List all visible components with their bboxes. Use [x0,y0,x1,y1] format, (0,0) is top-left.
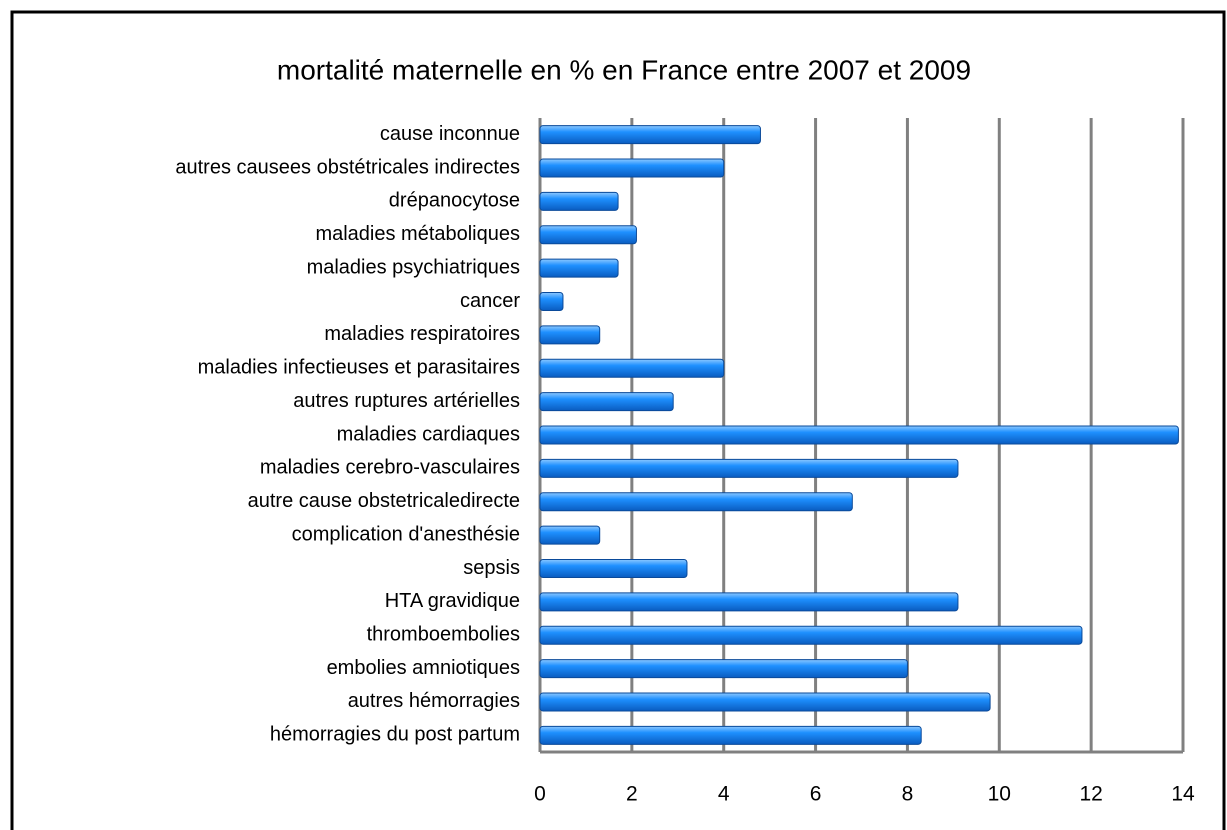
bar [539,225,637,245]
bar [539,325,601,345]
bar [539,525,601,545]
y-tick-label: embolies amniotiques [327,657,520,679]
y-tick-label: maladies cardiaques [337,423,520,445]
bar [539,659,908,679]
y-tick-label: autres causees obstétricales indirectes [175,156,520,178]
x-tick-label: 10 [988,783,1011,806]
bar [539,258,619,278]
bar [539,292,564,312]
frame [10,10,1226,830]
bar [539,358,725,378]
bar [539,725,922,745]
chart-title: mortalité maternelle en % en France entr… [277,54,971,85]
bar [539,125,761,145]
y-tick-label: autre cause obstetricaledirecte [248,490,520,512]
x-tick-label: 8 [902,783,914,806]
y-tick-label: cause inconnue [380,123,520,145]
x-tick-label: 4 [718,783,730,806]
x-tick-label: 14 [1171,783,1195,806]
y-tick-label: autres ruptures artérielles [293,390,520,412]
y-tick-label: maladies infectieuses et parasitaires [198,357,520,379]
y-tick-label: maladies psychiatriques [307,256,520,278]
y-tick-label: HTA gravidique [385,590,520,612]
x-tick-label: 6 [810,783,822,806]
y-tick-label: autres hémorragies [348,690,520,712]
bar [539,558,688,578]
bar [539,592,959,612]
y-tick-label: drépanocytose [389,190,520,212]
bar [539,425,1179,445]
bar [539,392,674,412]
y-tick-label: maladies respiratoires [324,323,520,345]
y-tick-label: hémorragies du post partum [270,724,520,746]
bar [539,458,959,478]
x-tick-label: 2 [626,783,638,806]
y-tick-label: thromboembolies [367,623,520,645]
bar [539,625,1083,645]
y-tick-label: maladies cerebro-vasculaires [260,457,520,479]
y-tick-label: complication d'anesthésie [292,523,520,545]
y-tick-label: maladies métaboliques [315,223,520,245]
x-tick-label: 12 [1079,783,1102,806]
bar [539,492,853,512]
bar [539,692,991,712]
y-tick-label: sepsis [463,557,520,579]
bar [539,191,619,211]
x-tick-label: 0 [534,783,546,806]
bar [539,158,725,178]
y-tick-label: cancer [460,290,520,312]
